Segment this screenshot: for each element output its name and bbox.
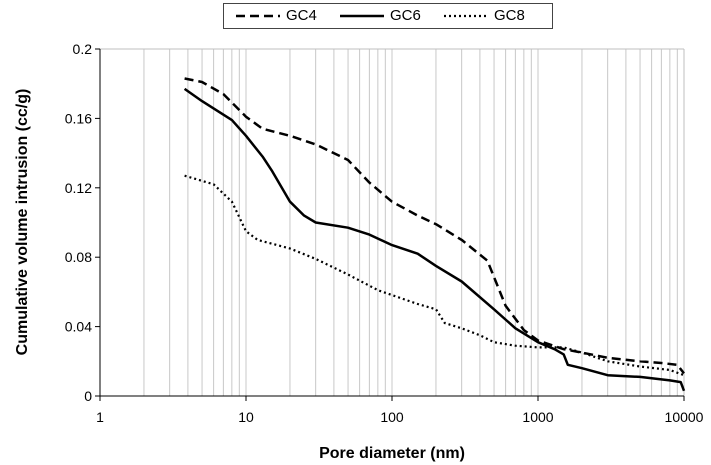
y-tick-label: 0.04 [65, 319, 92, 335]
legend-swatch-dashed [236, 14, 280, 18]
series-line-gc8 [184, 174, 685, 377]
x-tick-labels: 1 10 100 1000 10000 [96, 396, 704, 425]
x-tick-label: 1 [96, 409, 104, 425]
y-tick-label: 0.2 [73, 41, 93, 57]
y-tick-label: 0.12 [65, 180, 92, 196]
legend-swatch-solid [340, 14, 384, 18]
x-axis-title: Pore diameter (nm) [319, 445, 465, 462]
x-tick-label: 10000 [665, 409, 704, 425]
legend-label-gc6: GC6 [390, 7, 421, 24]
axes [99, 48, 685, 397]
x-tick-label: 100 [380, 409, 404, 425]
legend: GC4 GC6 GC8 [223, 3, 553, 29]
vertical-gridlines [143, 49, 685, 396]
x-tick-label: 1000 [522, 409, 553, 425]
y-tick-label: 0 [84, 388, 92, 404]
series-line-gc6 [183, 87, 686, 392]
x-tick-label: 10 [238, 409, 254, 425]
series-line-gc4 [184, 77, 685, 375]
y-tick-labels: 0 0.04 0.08 0.12 0.16 0.2 [65, 41, 100, 404]
y-axis-title: Cumulative volume intrusion (cc/g) [14, 89, 31, 356]
legend-label-gc8: GC8 [494, 7, 525, 24]
y-tick-label: 0.08 [65, 249, 92, 265]
legend-swatch-dotted [444, 14, 488, 18]
legend-label-gc4: GC4 [286, 7, 317, 24]
y-tick-label: 0.16 [65, 110, 92, 126]
series-lines [183, 77, 686, 392]
